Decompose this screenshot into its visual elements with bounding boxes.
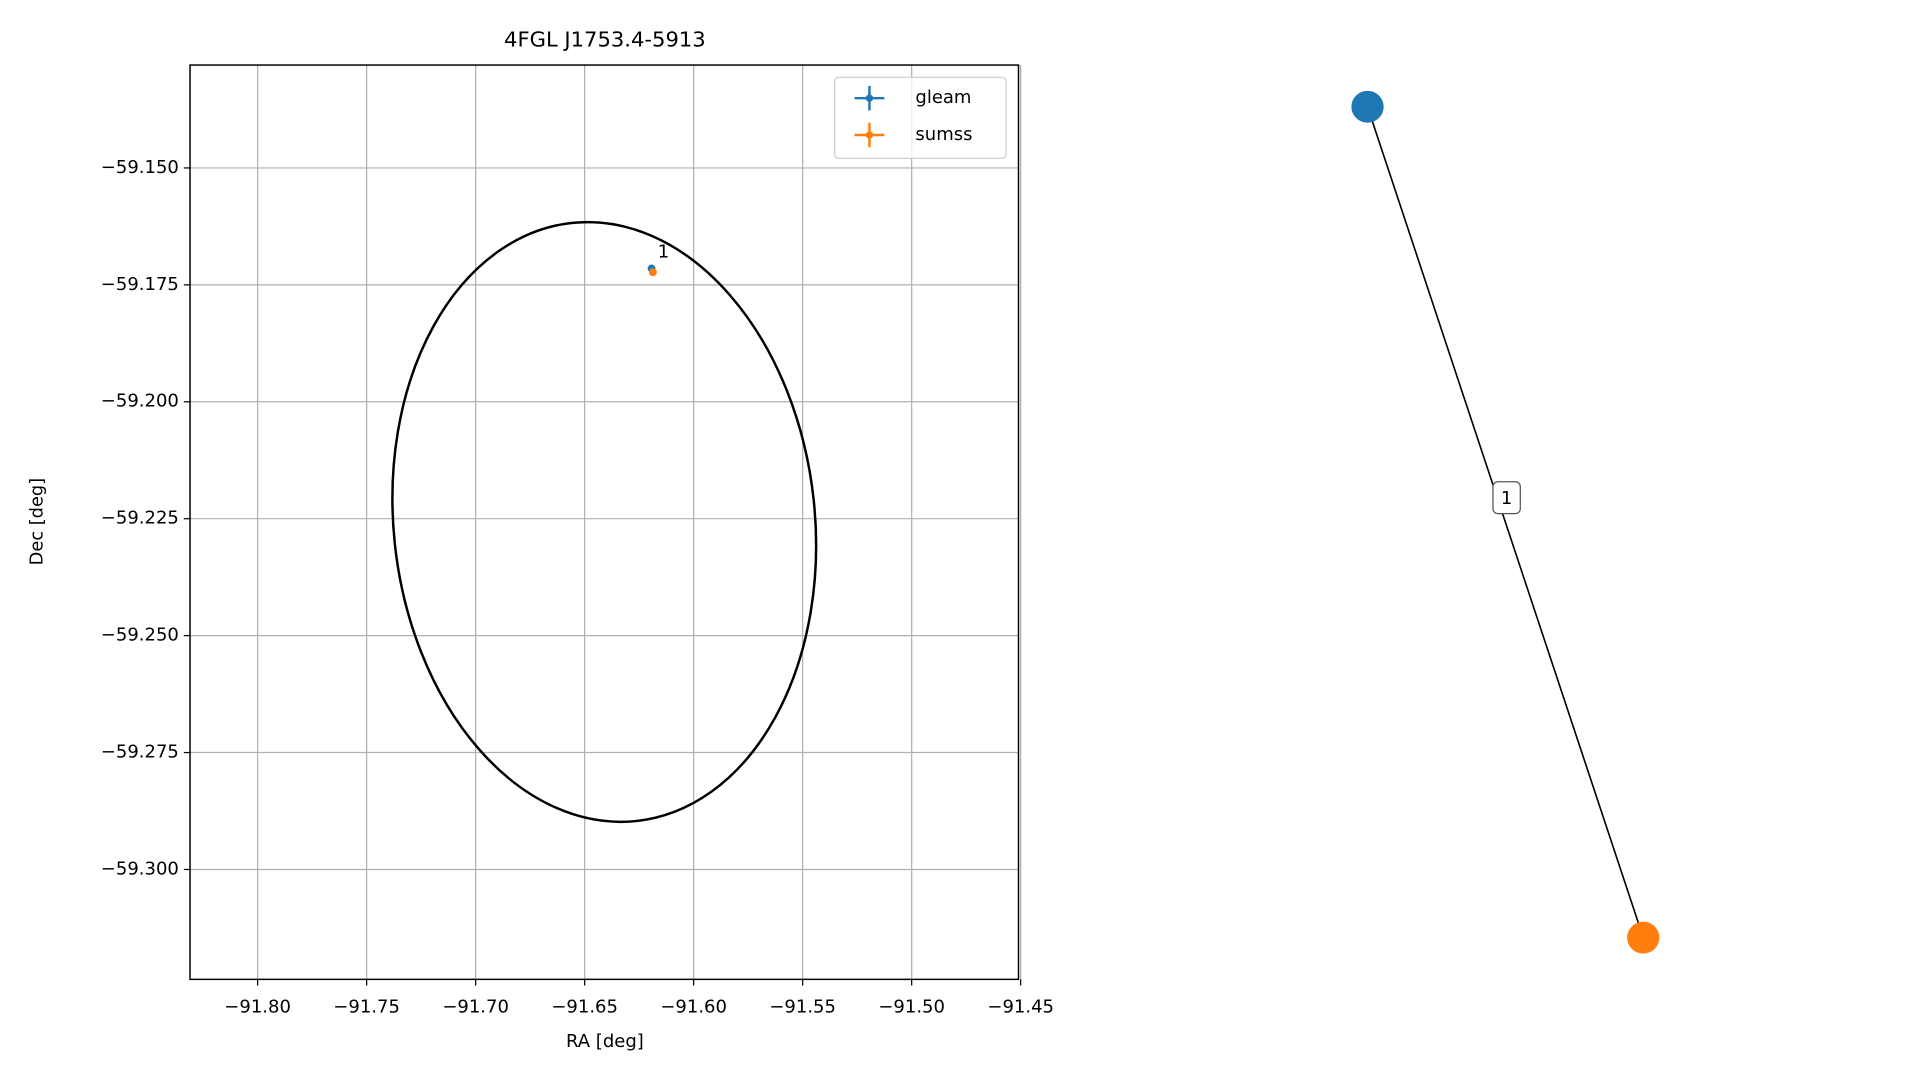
edge [1366, 106, 1645, 938]
y-tick-label: −59.300 [101, 859, 179, 880]
x-tick-label: −91.55 [769, 997, 836, 1018]
annotation: 1 [658, 242, 669, 263]
x-tick-label: −91.75 [333, 997, 400, 1018]
x-tick-label: −91.80 [224, 997, 291, 1018]
y-tick-label: −59.175 [101, 274, 179, 295]
x-tick-label: −91.70 [442, 997, 509, 1018]
point [648, 268, 657, 277]
chart-title: 4FGL J1753.4-5913 [504, 28, 706, 52]
edge-label-box [1492, 481, 1521, 515]
y-tick-label: −59.275 [101, 742, 179, 763]
x-tick-label: −91.50 [878, 997, 945, 1018]
legend-marker [865, 94, 874, 102]
node [1627, 921, 1660, 954]
y-axis-label: Dec [deg] [26, 478, 47, 565]
x-axis-label: RA [deg] [566, 1031, 644, 1052]
y-tick-label: −59.200 [101, 391, 179, 412]
x-tick-label: −91.60 [660, 997, 727, 1018]
legend-label: gleam [915, 87, 971, 108]
legend-label: sumss [915, 124, 972, 145]
y-tick-label: −59.250 [101, 625, 179, 646]
x-tick-label: −91.45 [987, 997, 1054, 1018]
edge-label: 1 [1501, 488, 1512, 509]
error-ellipse [391, 220, 818, 824]
y-tick-label: −59.225 [101, 508, 179, 529]
node [1351, 90, 1384, 123]
plot-frame [189, 64, 1020, 981]
y-tick-label: −59.150 [101, 157, 179, 178]
x-tick-label: −91.65 [551, 997, 618, 1018]
legend-marker [865, 131, 874, 139]
